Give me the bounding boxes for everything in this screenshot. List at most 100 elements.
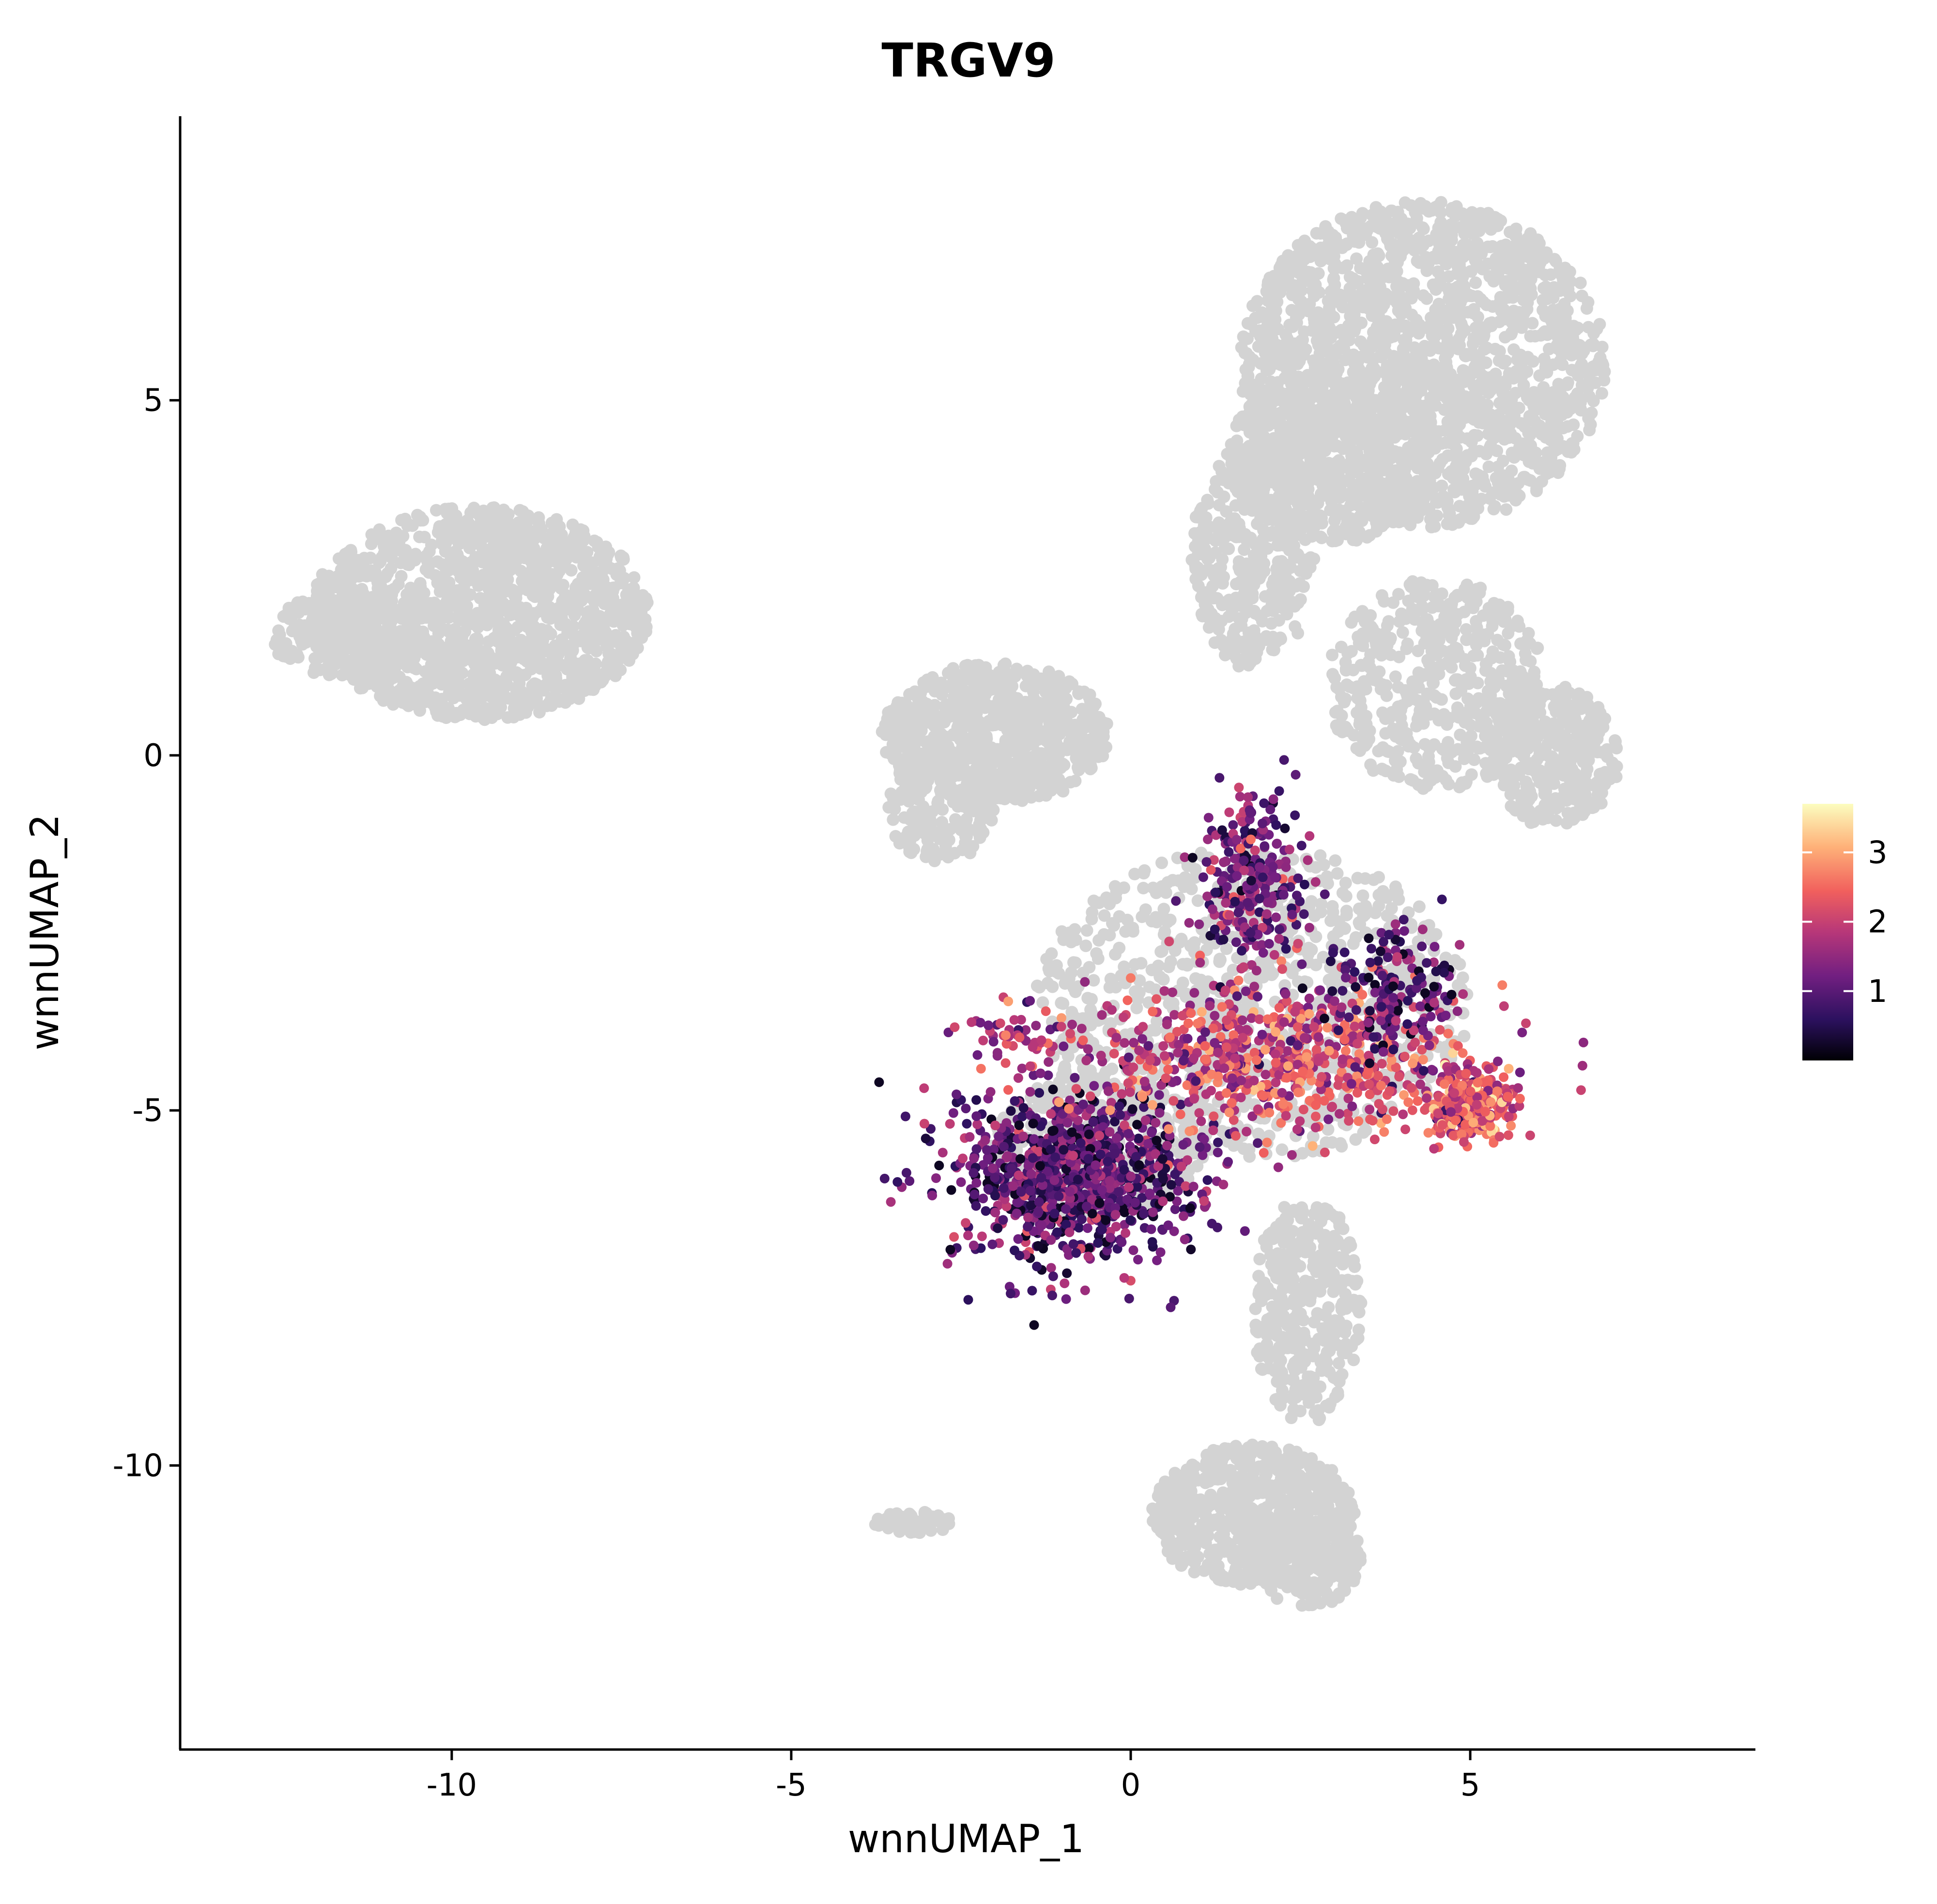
background-cell-point	[1585, 730, 1598, 743]
background-cell-point	[1328, 250, 1340, 263]
background-cell-point	[479, 657, 492, 670]
background-cell-point	[1420, 292, 1433, 305]
background-cell-point	[1434, 270, 1447, 283]
background-cell-point	[576, 571, 589, 584]
background-cell-point	[1504, 655, 1517, 668]
background-cell-point	[1348, 729, 1360, 742]
background-cell-point	[422, 561, 435, 574]
background-cell-point	[478, 515, 491, 528]
background-cell-point	[1377, 298, 1390, 311]
background-cell-point	[1574, 276, 1587, 290]
background-cell-point	[1493, 599, 1506, 611]
background-cell-point	[432, 704, 446, 717]
background-cell-point	[572, 539, 585, 552]
background-cell-point	[1192, 548, 1204, 561]
background-cell-point	[1507, 484, 1521, 497]
background-cell-point	[1502, 627, 1515, 640]
background-cell-point	[1279, 361, 1292, 374]
background-cell-point	[1521, 795, 1534, 808]
background-cell-point	[1431, 647, 1445, 660]
background-cell-point	[1500, 503, 1513, 516]
background-cell-point	[1241, 448, 1254, 461]
background-cell-point	[563, 692, 576, 705]
background-cell-point	[556, 659, 569, 672]
background-cell-point	[1567, 418, 1580, 431]
background-cell-point	[1316, 458, 1329, 471]
background-cell-point	[1345, 445, 1358, 458]
background-cell-point	[485, 702, 498, 715]
background-cell-point	[463, 564, 476, 577]
background-cell-point	[1530, 484, 1543, 497]
background-cell-point	[1326, 525, 1339, 538]
background-cell-point	[613, 613, 626, 626]
background-cell-point	[1402, 476, 1415, 489]
background-cell-point	[1483, 704, 1496, 717]
background-cell-point	[1493, 315, 1506, 328]
background-cell-point	[455, 586, 468, 599]
background-cell-point	[1490, 261, 1503, 274]
background-cell-point	[1251, 517, 1264, 530]
background-cell-point	[1506, 316, 1519, 329]
background-cell-point	[1526, 258, 1539, 271]
background-cell-point	[1440, 330, 1453, 343]
background-cell-point	[1195, 568, 1208, 581]
background-cell-point	[382, 683, 395, 696]
background-cell-point	[1530, 704, 1543, 717]
background-cell-point	[414, 514, 427, 527]
background-cell-point	[597, 573, 610, 586]
background-cell-point	[1381, 744, 1394, 757]
background-cell-point	[1339, 662, 1353, 676]
background-cell-point	[431, 576, 444, 589]
background-cell-point	[1404, 199, 1417, 212]
background-cell-point	[1421, 359, 1434, 372]
background-cell-point	[1396, 350, 1409, 363]
background-cell-point	[1303, 411, 1316, 424]
background-cell-point	[1328, 514, 1341, 527]
background-cell-point	[1520, 776, 1533, 789]
background-cell-point	[1291, 627, 1305, 640]
background-cell-point	[1266, 300, 1279, 313]
background-cell-point	[1492, 272, 1506, 285]
background-cell-point	[1244, 531, 1257, 544]
background-cell-point	[1289, 386, 1302, 399]
background-cell-point	[1279, 476, 1292, 489]
background-cell-point	[1236, 491, 1249, 504]
background-cell-point	[1527, 386, 1540, 399]
background-cell-point	[1473, 445, 1486, 458]
background-cell-point	[1388, 431, 1401, 444]
background-cell-point	[429, 691, 442, 704]
background-cell-point	[1306, 284, 1319, 297]
background-cell-point	[1430, 691, 1443, 704]
background-cell-point	[1288, 539, 1301, 552]
background-cell-point	[1228, 512, 1241, 525]
background-cell-point	[1415, 600, 1429, 613]
background-cell-point	[1377, 452, 1390, 465]
background-cell-point	[1514, 665, 1527, 678]
background-cell-point	[1368, 432, 1381, 445]
background-cell-point	[1288, 600, 1301, 613]
background-cell-point	[1476, 262, 1489, 276]
background-cell-point	[418, 695, 431, 708]
background-cell-point	[1396, 626, 1409, 639]
background-cell-point	[1476, 321, 1489, 334]
background-cell-point	[1454, 513, 1467, 526]
background-cell-point	[1504, 392, 1517, 405]
background-cell-point	[1457, 364, 1470, 377]
background-cell-point	[425, 538, 438, 552]
background-cell-point	[1485, 652, 1498, 665]
background-cell-point	[1489, 342, 1502, 355]
background-cell-point	[1276, 525, 1289, 538]
background-cell-point	[1476, 295, 1490, 308]
background-cell-point	[1327, 437, 1339, 450]
background-cell-point	[1444, 654, 1457, 667]
background-cell-point	[1245, 318, 1258, 331]
background-cell-point	[1327, 273, 1340, 286]
background-cell-point	[413, 530, 426, 543]
background-cell-point	[1356, 605, 1369, 618]
background-cell-point	[1494, 291, 1507, 304]
background-cell-point	[1448, 591, 1461, 604]
background-cell-point	[610, 632, 623, 645]
background-cell-point	[1494, 376, 1507, 389]
background-cell-point	[1514, 349, 1527, 361]
